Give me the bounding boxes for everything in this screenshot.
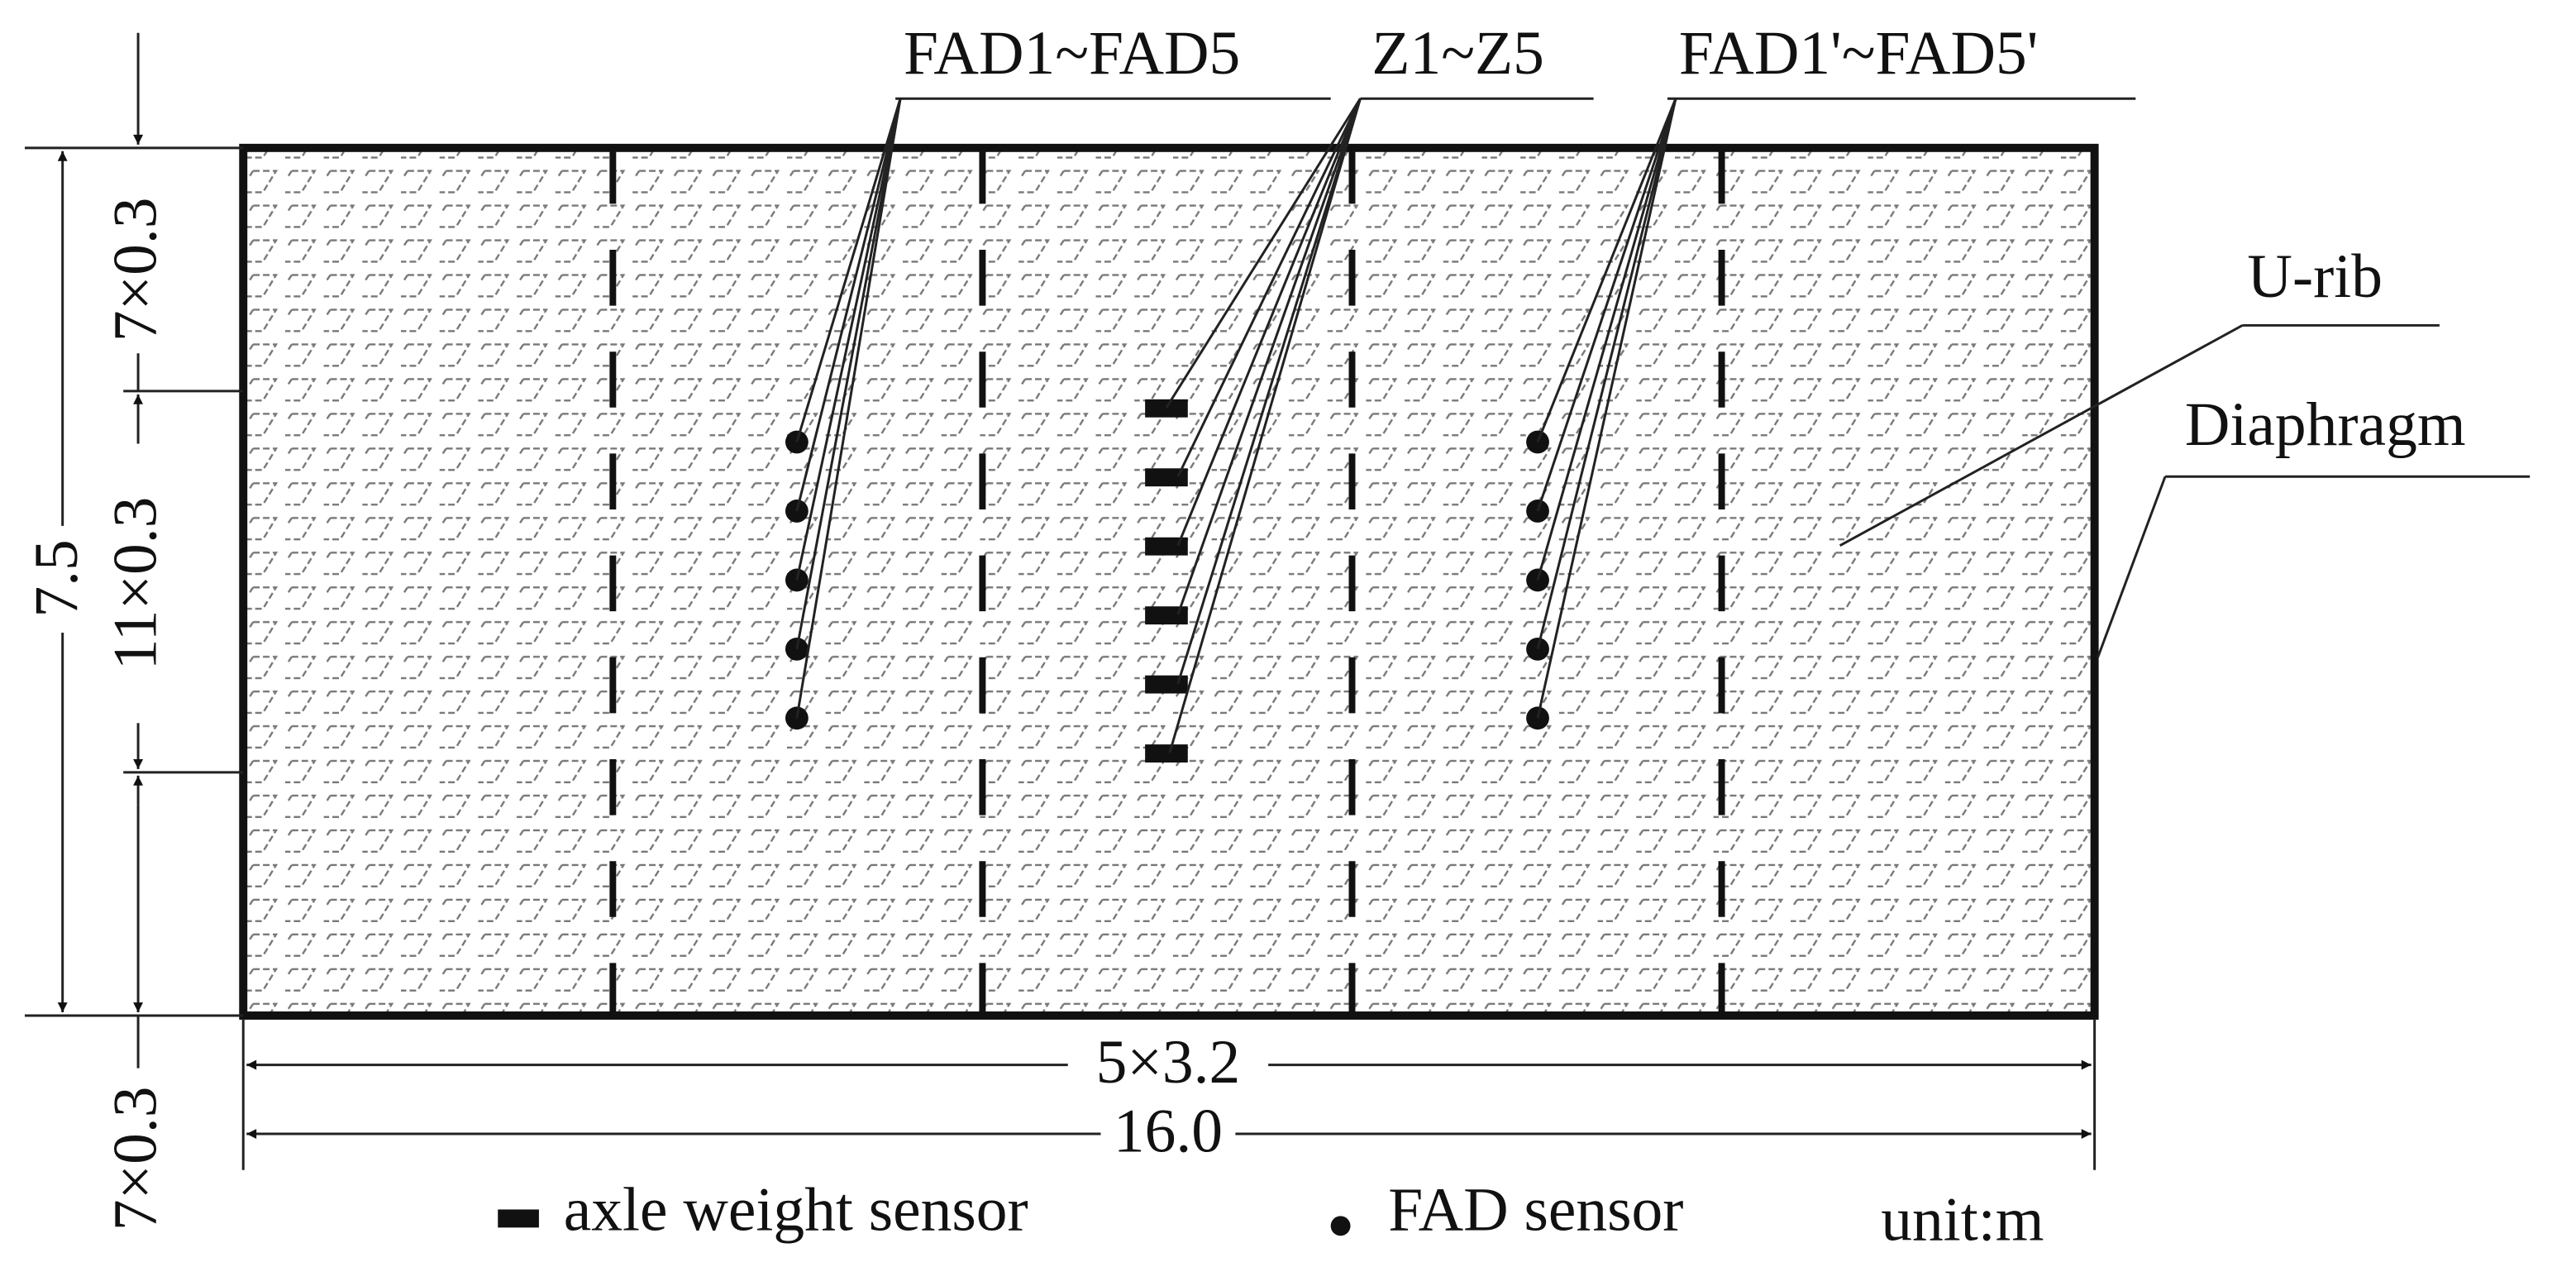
leaders xyxy=(795,97,2531,753)
diaphragm-label: Diaphragm xyxy=(2185,390,2466,459)
diaphragms xyxy=(609,147,1725,1016)
z-label: Z1~Z5 xyxy=(1371,19,1544,88)
deck-outline xyxy=(239,143,2099,1020)
fad-label: FAD1~FAD5 xyxy=(904,19,1240,88)
fad-prime-label: FAD1'~FAD5' xyxy=(1679,19,2038,88)
left-dimension-lines xyxy=(24,32,244,1069)
top-label: 7×0.3 xyxy=(101,198,169,342)
bottom-dimension-lines xyxy=(241,1018,2097,1170)
u-rib-hatch xyxy=(243,147,2095,1016)
legend-fad-icon xyxy=(1330,1216,1351,1236)
u-rib-label: U-rib xyxy=(2247,242,2383,311)
legend-fad: FAD sensor xyxy=(1388,1176,1683,1245)
height-label: 7.5 xyxy=(22,539,91,617)
middle-label: 11×0.3 xyxy=(101,497,169,671)
axle-sensors xyxy=(1145,399,1188,763)
span-label: 5×3.2 xyxy=(1096,1028,1241,1097)
legend-axle: axle weight sensor xyxy=(564,1176,1028,1245)
bottom-label: 7×0.3 xyxy=(101,1086,169,1231)
length-label: 16.0 xyxy=(1114,1097,1223,1165)
legend-axle-icon xyxy=(498,1209,539,1228)
unit-label: unit:m xyxy=(1881,1186,2044,1255)
